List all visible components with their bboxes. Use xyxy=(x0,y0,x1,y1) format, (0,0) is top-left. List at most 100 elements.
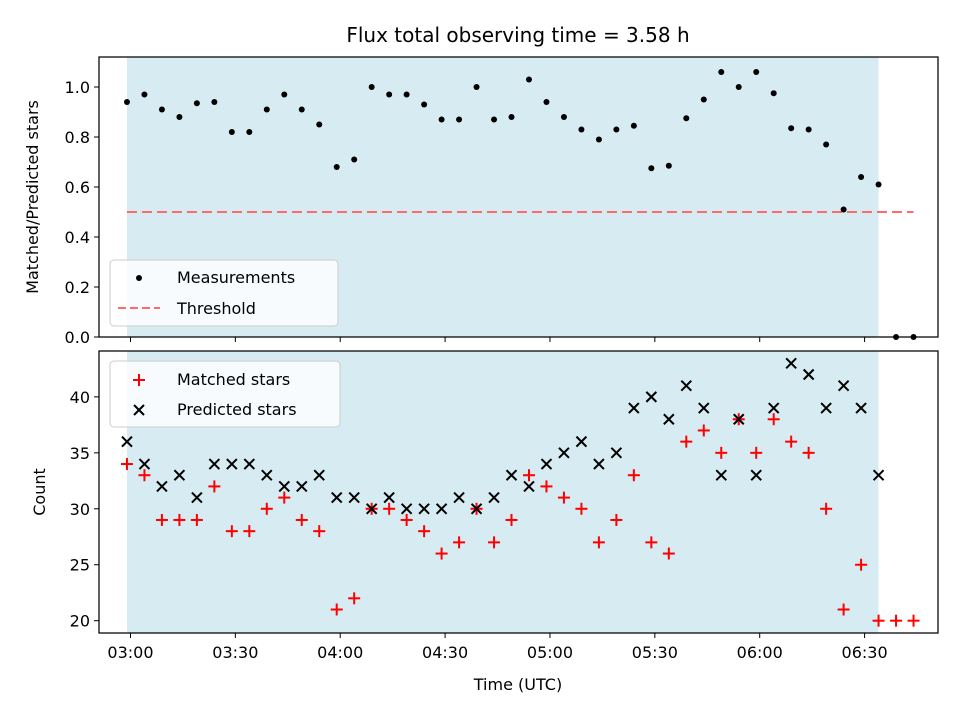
measurement-point xyxy=(735,84,742,90)
predicted-star-point xyxy=(698,402,710,414)
measurement-point xyxy=(805,126,812,133)
matched-star-point xyxy=(278,491,291,504)
bottom-y-tick-label: 40 xyxy=(70,388,90,407)
matched-star-point xyxy=(190,513,203,526)
bottom-panel: 20 25 30 35 40 03:00 03:30 04:00 04:30 05:00 05:3… xyxy=(30,350,939,694)
predicted-star-point xyxy=(121,435,133,448)
predicted-star-point xyxy=(733,413,745,425)
matched-star-point xyxy=(522,469,535,482)
matched-star-point xyxy=(208,480,221,493)
matched-star-point xyxy=(295,513,308,526)
measurement-point xyxy=(473,84,480,90)
predicted-star-point xyxy=(453,491,465,504)
top-axes-frame xyxy=(98,56,939,338)
predicted-star-point xyxy=(418,503,430,515)
matched-star-point xyxy=(400,513,413,526)
predicted-star-point xyxy=(313,469,325,481)
matched-star-point xyxy=(855,558,868,571)
bottom-legend-box xyxy=(109,360,341,428)
measurement-point xyxy=(316,121,323,128)
measurement-point xyxy=(613,126,620,133)
measurement-point xyxy=(770,90,777,97)
predicted-star-point xyxy=(400,503,413,515)
measurement-point xyxy=(246,129,253,135)
measurement-point xyxy=(560,114,567,120)
matched-star-point xyxy=(260,502,273,515)
matched-star-point xyxy=(837,603,850,616)
measurement-point xyxy=(281,91,288,98)
measurement-point xyxy=(858,174,865,180)
matched-star-point xyxy=(540,480,553,493)
predicted-star-point xyxy=(767,402,780,414)
predicted-star-point xyxy=(837,379,850,392)
measurement-point xyxy=(823,141,830,148)
measurement-point xyxy=(193,100,200,107)
bottom-x-tick-label: 05:00 xyxy=(527,643,573,662)
matched-star-point xyxy=(715,446,728,459)
bottom-y-tick-label: 35 xyxy=(70,444,90,463)
measurement-point xyxy=(351,156,358,163)
matched-star-point xyxy=(225,525,238,538)
measurement-point xyxy=(525,76,532,83)
matched-star-point xyxy=(872,614,885,627)
bottom-x-tick-label: 03:00 xyxy=(107,643,153,662)
measurement-point xyxy=(491,116,498,123)
legend-predicted-marker xyxy=(133,404,145,416)
top-legend-box xyxy=(109,259,339,327)
predicted-star-point xyxy=(138,458,151,470)
matched-star-point xyxy=(645,536,658,549)
measurement-point xyxy=(508,114,515,120)
top-points xyxy=(123,69,917,340)
predicted-star-point xyxy=(470,503,483,515)
top-y-ticks: 0.0 0.2 0.4 0.6 0.8 1.0 xyxy=(65,78,99,347)
legend-predicted-label: Predicted stars xyxy=(177,400,297,419)
top-y-tick-label: 1.0 xyxy=(65,78,90,97)
matched-star-point xyxy=(802,446,815,459)
predicted-star-point xyxy=(365,503,378,515)
matched-star-point xyxy=(330,603,343,616)
predicted-star-point xyxy=(173,469,186,481)
bottom-axes-frame xyxy=(98,350,939,634)
matched-star-point xyxy=(435,547,448,560)
predicted-star-point xyxy=(261,469,273,481)
top-y-tick-label: 0.2 xyxy=(65,278,90,297)
measurement-point xyxy=(700,96,707,103)
predicted-star-point xyxy=(645,391,658,403)
measurement-point xyxy=(211,99,218,105)
bottom-x-tick-label: 03:30 xyxy=(212,643,258,662)
predicted-star-point xyxy=(802,368,815,381)
matched-star-point xyxy=(243,525,256,538)
measurement-point xyxy=(875,181,882,188)
matched-star-point xyxy=(348,592,361,605)
bottom-x-tick-label: 06:30 xyxy=(842,643,888,662)
measurement-point xyxy=(578,126,585,133)
measurement-point xyxy=(368,84,375,90)
bottom-x-tick-label: 04:30 xyxy=(422,643,468,662)
measurement-point xyxy=(788,125,795,132)
predicted-star-point xyxy=(593,458,605,470)
predicted-star-point xyxy=(435,503,448,515)
matched-star-point xyxy=(890,614,903,627)
matched-star-point xyxy=(610,513,623,526)
bottom-x-tick-label: 04:00 xyxy=(317,643,363,662)
matched-star-point xyxy=(627,469,640,482)
measurement-point xyxy=(456,116,463,123)
predicted-star-point xyxy=(226,458,238,470)
measurement-point xyxy=(298,106,305,113)
predicted-star-point xyxy=(208,458,221,470)
measurement-point xyxy=(403,91,410,98)
matched-star-point xyxy=(785,435,798,448)
measurement-point xyxy=(630,122,637,129)
bottom-x-tick-label: 06:00 xyxy=(737,643,783,662)
top-y-tick-label: 0.6 xyxy=(65,178,90,197)
predicted-star-point xyxy=(575,435,588,448)
measurement-point xyxy=(421,101,428,108)
bottom-y-tick-label: 20 xyxy=(70,612,90,631)
predicted-star-point xyxy=(872,469,885,481)
matched-star-point xyxy=(820,502,833,515)
matched-star-point xyxy=(313,525,326,538)
legend-matched-label: Matched stars xyxy=(177,370,290,389)
measurement-point xyxy=(840,206,847,213)
legend-measurements-marker xyxy=(136,275,142,281)
